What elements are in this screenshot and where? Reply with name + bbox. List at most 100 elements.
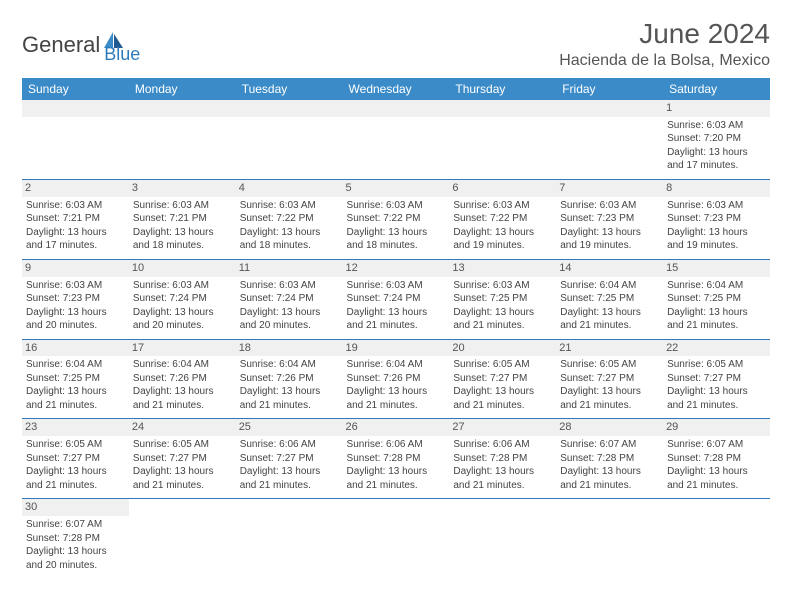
daylight-line2: and 21 minutes. [667, 399, 766, 413]
calendar-cell-empty [556, 100, 663, 179]
daylight-line2: and 21 minutes. [667, 319, 766, 333]
day-number: 28 [556, 419, 663, 436]
daylight-line2: and 21 minutes. [347, 319, 446, 333]
logo-text-blue: Blue [104, 44, 140, 65]
calendar-cell: 27Sunrise: 6:06 AMSunset: 7:28 PMDayligh… [449, 419, 556, 499]
daylight-line2: and 19 minutes. [453, 239, 552, 253]
daylight-line1: Daylight: 13 hours [240, 385, 339, 399]
sunset-text: Sunset: 7:28 PM [26, 532, 125, 546]
daylight-line1: Daylight: 13 hours [667, 465, 766, 479]
daylight-line2: and 21 minutes. [347, 479, 446, 493]
calendar-cell: 22Sunrise: 6:05 AMSunset: 7:27 PMDayligh… [663, 339, 770, 419]
sunrise-text: Sunrise: 6:07 AM [667, 438, 766, 452]
sunrise-text: Sunrise: 6:06 AM [347, 438, 446, 452]
sunrise-text: Sunrise: 6:03 AM [347, 199, 446, 213]
calendar-cell-empty [663, 499, 770, 578]
sunrise-text: Sunrise: 6:04 AM [26, 358, 125, 372]
daylight-line1: Daylight: 13 hours [667, 146, 766, 160]
sunrise-text: Sunrise: 6:03 AM [26, 199, 125, 213]
day-header: Tuesday [236, 78, 343, 100]
calendar-cell: 3Sunrise: 6:03 AMSunset: 7:21 PMDaylight… [129, 179, 236, 259]
sunrise-text: Sunrise: 6:06 AM [240, 438, 339, 452]
daylight-line2: and 21 minutes. [240, 479, 339, 493]
daylight-line1: Daylight: 13 hours [133, 385, 232, 399]
sunrise-text: Sunrise: 6:07 AM [26, 518, 125, 532]
calendar-cell: 8Sunrise: 6:03 AMSunset: 7:23 PMDaylight… [663, 179, 770, 259]
daylight-line2: and 20 minutes. [133, 319, 232, 333]
daylight-line1: Daylight: 13 hours [133, 465, 232, 479]
calendar-cell: 20Sunrise: 6:05 AMSunset: 7:27 PMDayligh… [449, 339, 556, 419]
sunrise-text: Sunrise: 6:03 AM [26, 279, 125, 293]
daylight-line1: Daylight: 13 hours [26, 385, 125, 399]
daylight-line2: and 21 minutes. [26, 399, 125, 413]
sunset-text: Sunset: 7:23 PM [26, 292, 125, 306]
day-number: 24 [129, 419, 236, 436]
calendar-cell: 13Sunrise: 6:03 AMSunset: 7:25 PMDayligh… [449, 259, 556, 339]
calendar-cell-empty [343, 499, 450, 578]
calendar-cell: 26Sunrise: 6:06 AMSunset: 7:28 PMDayligh… [343, 419, 450, 499]
day-number: 22 [663, 340, 770, 357]
sunrise-text: Sunrise: 6:05 AM [453, 358, 552, 372]
daylight-line1: Daylight: 13 hours [453, 385, 552, 399]
daylight-line1: Daylight: 13 hours [560, 226, 659, 240]
header: General Blue June 2024 Hacienda de la Bo… [22, 18, 770, 70]
sunset-text: Sunset: 7:22 PM [347, 212, 446, 226]
calendar-cell-empty [22, 100, 129, 179]
sunset-text: Sunset: 7:20 PM [667, 132, 766, 146]
sunset-text: Sunset: 7:27 PM [453, 372, 552, 386]
sunset-text: Sunset: 7:28 PM [560, 452, 659, 466]
day-number: 6 [449, 180, 556, 197]
daylight-line1: Daylight: 13 hours [347, 306, 446, 320]
sunrise-text: Sunrise: 6:03 AM [667, 119, 766, 133]
calendar-cell: 14Sunrise: 6:04 AMSunset: 7:25 PMDayligh… [556, 259, 663, 339]
calendar-cell: 11Sunrise: 6:03 AMSunset: 7:24 PMDayligh… [236, 259, 343, 339]
calendar-cell: 30Sunrise: 6:07 AMSunset: 7:28 PMDayligh… [22, 499, 129, 578]
sunset-text: Sunset: 7:22 PM [453, 212, 552, 226]
sunrise-text: Sunrise: 6:04 AM [667, 279, 766, 293]
day-number: 4 [236, 180, 343, 197]
calendar-cell: 18Sunrise: 6:04 AMSunset: 7:26 PMDayligh… [236, 339, 343, 419]
sunset-text: Sunset: 7:21 PM [133, 212, 232, 226]
sunrise-text: Sunrise: 6:03 AM [240, 199, 339, 213]
day-number: 20 [449, 340, 556, 357]
daylight-line1: Daylight: 13 hours [347, 465, 446, 479]
sunset-text: Sunset: 7:24 PM [133, 292, 232, 306]
day-header-row: SundayMondayTuesdayWednesdayThursdayFrid… [22, 78, 770, 100]
daylight-line1: Daylight: 13 hours [453, 226, 552, 240]
header-right: June 2024 Hacienda de la Bolsa, Mexico [559, 18, 770, 70]
daylight-line1: Daylight: 13 hours [560, 385, 659, 399]
day-header: Sunday [22, 78, 129, 100]
daylight-line1: Daylight: 13 hours [667, 385, 766, 399]
day-header: Thursday [449, 78, 556, 100]
day-number: 27 [449, 419, 556, 436]
sunset-text: Sunset: 7:26 PM [347, 372, 446, 386]
day-number: 26 [343, 419, 450, 436]
daylight-line1: Daylight: 13 hours [240, 465, 339, 479]
daynum-empty [236, 100, 343, 117]
day-number: 23 [22, 419, 129, 436]
daylight-line2: and 17 minutes. [26, 239, 125, 253]
daylight-line1: Daylight: 13 hours [26, 306, 125, 320]
sunrise-text: Sunrise: 6:03 AM [560, 199, 659, 213]
sunrise-text: Sunrise: 6:07 AM [560, 438, 659, 452]
daylight-line2: and 19 minutes. [667, 239, 766, 253]
daynum-empty [22, 100, 129, 117]
daylight-line1: Daylight: 13 hours [560, 306, 659, 320]
day-number: 5 [343, 180, 450, 197]
sunset-text: Sunset: 7:26 PM [133, 372, 232, 386]
calendar-cell-empty [129, 100, 236, 179]
sunset-text: Sunset: 7:25 PM [453, 292, 552, 306]
sunset-text: Sunset: 7:28 PM [667, 452, 766, 466]
daylight-line1: Daylight: 13 hours [133, 226, 232, 240]
calendar-cell: 2Sunrise: 6:03 AMSunset: 7:21 PMDaylight… [22, 179, 129, 259]
sunset-text: Sunset: 7:25 PM [26, 372, 125, 386]
daylight-line2: and 20 minutes. [26, 559, 125, 573]
daylight-line2: and 21 minutes. [133, 399, 232, 413]
sunset-text: Sunset: 7:24 PM [347, 292, 446, 306]
calendar-cell: 16Sunrise: 6:04 AMSunset: 7:25 PMDayligh… [22, 339, 129, 419]
calendar-week: 9Sunrise: 6:03 AMSunset: 7:23 PMDaylight… [22, 259, 770, 339]
daynum-empty [343, 100, 450, 117]
sunrise-text: Sunrise: 6:05 AM [560, 358, 659, 372]
calendar-cell: 28Sunrise: 6:07 AMSunset: 7:28 PMDayligh… [556, 419, 663, 499]
daylight-line2: and 21 minutes. [560, 479, 659, 493]
